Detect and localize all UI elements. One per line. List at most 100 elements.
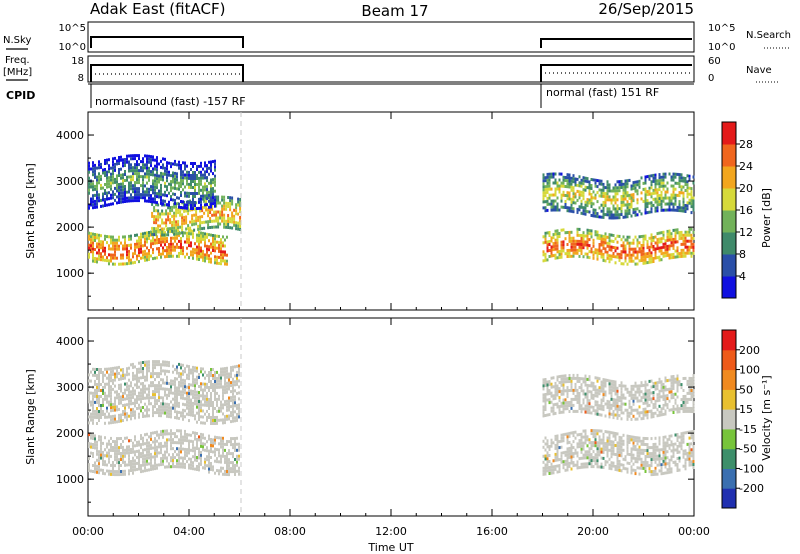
- range-gate-cell: [618, 258, 621, 262]
- range-gate-cell: [120, 173, 122, 177]
- range-gate-cell: [142, 436, 144, 440]
- range-gate-cell: [114, 414, 116, 418]
- range-gate-cell: [618, 189, 621, 193]
- range-gate-cell: [226, 259, 228, 263]
- range-gate-cell: [666, 196, 669, 200]
- range-gate-cell: [88, 397, 90, 401]
- range-gate-cell: [652, 446, 655, 449]
- range-gate-cell: [190, 383, 192, 387]
- range-gate-cell: [542, 445, 545, 449]
- range-gate-cell: [688, 192, 691, 196]
- range-gate-cell: [126, 394, 128, 398]
- range-gate-cell: [134, 389, 136, 393]
- range-gate-cell: [576, 248, 579, 252]
- range-gate-cell: [159, 230, 162, 234]
- range-gate-cell: [650, 174, 653, 178]
- range-gate-cell: [224, 421, 226, 425]
- range-gate-cell: [152, 446, 154, 450]
- range-gate-cell: [152, 242, 154, 246]
- range-gate-cell: [680, 179, 683, 183]
- range-gate-cell: [90, 197, 92, 201]
- range-gate-cell: [566, 231, 569, 234]
- range-gate-cell: [144, 258, 146, 262]
- range-gate-cell: [96, 245, 98, 249]
- range-gate-cell: [96, 464, 98, 468]
- range-gate-cell: [178, 362, 180, 366]
- range-gate-cell: [604, 241, 607, 245]
- range-gate-cell: [138, 239, 140, 243]
- range-gate-cell: [590, 202, 593, 205]
- range-gate-cell: [94, 260, 96, 263]
- range-gate-cell: [580, 246, 583, 249]
- range-gate-cell: [226, 235, 228, 239]
- range-gate-cell: [216, 400, 218, 404]
- range-gate-cell: [144, 402, 146, 406]
- range-gate-cell: [206, 373, 208, 377]
- range-gate-cell: [232, 365, 234, 369]
- range-gate-cell: [208, 434, 210, 438]
- range-gate-cell: [142, 187, 144, 191]
- range-gate-cell: [92, 400, 94, 404]
- range-gate-cell: [88, 373, 90, 377]
- range-gate-cell: [146, 231, 148, 235]
- range-gate-cell: [100, 371, 102, 374]
- range-gate-cell: [98, 416, 100, 419]
- range-gate-cell: [684, 251, 687, 255]
- range-gate-cell: [161, 221, 164, 225]
- range-gate-cell: [684, 180, 687, 183]
- range-gate-cell: [660, 246, 663, 250]
- range-gate-cell: [152, 405, 154, 409]
- range-gate-cell: [112, 178, 114, 182]
- range-gate-cell: [202, 394, 204, 398]
- range-gate-cell: [678, 252, 681, 256]
- range-gate-cell: [92, 397, 94, 401]
- range-gate-cell: [224, 250, 226, 254]
- range-gate-cell: [112, 202, 114, 206]
- range-gate-cell: [672, 255, 675, 259]
- range-gate-cell: [102, 459, 104, 463]
- range-gate-cell: [90, 244, 92, 248]
- range-gate-cell: [200, 188, 202, 192]
- range-gate-cell: [568, 251, 571, 255]
- range-gate-cell: [642, 243, 645, 247]
- range-gate-cell: [184, 465, 186, 469]
- range-gate-cell: [546, 172, 549, 176]
- range-gate-cell: [150, 158, 152, 162]
- range-gate-cell: [658, 173, 661, 177]
- range-gate-cell: [204, 176, 206, 180]
- range-gate-cell: [184, 255, 186, 259]
- range-gate-cell: [98, 248, 100, 252]
- range-gate-cell: [112, 402, 114, 406]
- range-gate-cell: [668, 244, 671, 248]
- range-gate-cell: [214, 180, 216, 184]
- range-gate-cell: [114, 470, 116, 474]
- range-gate-cell: [566, 185, 569, 189]
- range-gate-cell: [660, 202, 663, 206]
- range-gate-cell: [636, 207, 639, 211]
- range-gate-cell: [566, 435, 569, 439]
- range-gate-cell: [98, 468, 100, 472]
- range-gate-cell: [114, 250, 116, 254]
- range-gate-cell: [618, 180, 621, 184]
- range-gate-cell: [632, 187, 635, 191]
- range-gate-cell: [614, 198, 617, 202]
- range-gate-cell: [542, 472, 545, 476]
- range-gate-cell: [648, 254, 651, 258]
- range-gate-cell: [606, 436, 609, 440]
- range-gate-cell: [110, 409, 112, 413]
- range-gate-cell: [556, 384, 559, 388]
- range-gate-cell: [106, 382, 108, 386]
- range-gate-cell: [144, 454, 146, 458]
- range-gate-cell: [632, 462, 635, 466]
- range-gate-cell: [148, 199, 150, 203]
- range-gate-cell: [632, 247, 635, 251]
- range-gate-cell: [652, 449, 655, 452]
- range-gate-cell: [200, 237, 202, 241]
- range-gate-cell: [214, 249, 216, 253]
- range-gate-cell: [98, 380, 100, 383]
- range-gate-cell: [602, 465, 605, 469]
- range-gate-cell: [660, 252, 663, 256]
- range-gate-cell: [134, 163, 136, 167]
- range-gate-cell: [606, 186, 609, 190]
- range-gate-cell: [234, 398, 236, 402]
